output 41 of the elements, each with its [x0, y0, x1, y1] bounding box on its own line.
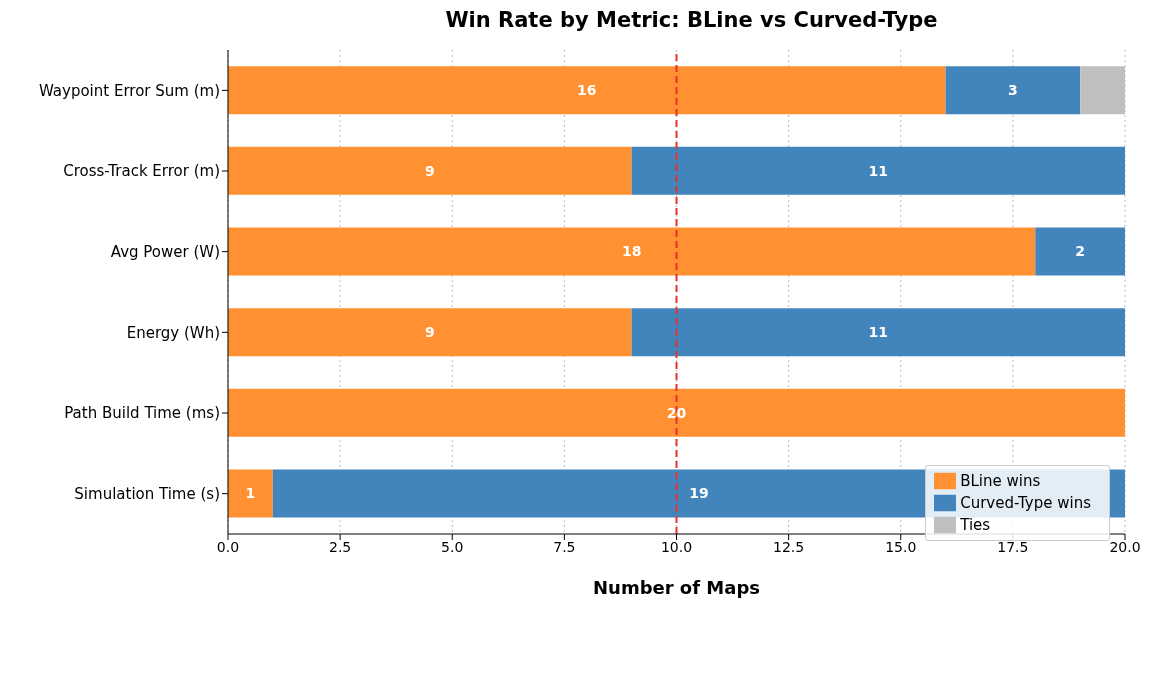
x-tick-label: 5.0 — [441, 538, 464, 555]
data-label: 11 — [868, 162, 889, 179]
data-label: 19 — [689, 485, 709, 502]
x-axis-title: Number of Maps — [593, 577, 760, 598]
y-tick-label: Cross-Track Error (m) — [63, 162, 220, 181]
y-tick-label: Simulation Time (s) — [74, 484, 220, 503]
legend-label: Ties — [960, 515, 991, 534]
bar — [228, 227, 1036, 276]
bar — [228, 146, 632, 195]
bar — [1035, 227, 1125, 276]
data-label: 11 — [868, 324, 889, 341]
x-tick-label: 10.0 — [660, 538, 693, 555]
data-label: 3 — [1008, 82, 1018, 99]
legend-label: BLine wins — [960, 471, 1041, 490]
y-tick-label: Avg Power (W) — [110, 242, 220, 261]
data-label: 16 — [577, 82, 597, 99]
data-label: 9 — [424, 324, 435, 341]
y-tick-label: Path Build Time (ms) — [64, 404, 220, 423]
data-label: 20 — [666, 404, 687, 421]
x-tick-label: 12.5 — [773, 538, 805, 555]
bar — [631, 308, 1125, 357]
x-tick-label: 0.0 — [216, 538, 240, 555]
y-tick-label: Waypoint Error Sum (m) — [38, 81, 220, 100]
bar — [228, 66, 946, 115]
x-tick-label: 17.5 — [997, 538, 1029, 555]
x-tick-label: 20.0 — [1109, 538, 1141, 555]
data-label: 2 — [1075, 243, 1086, 260]
x-tick-label: 7.5 — [553, 538, 576, 555]
data-label: 18 — [621, 243, 642, 260]
data-label: 9 — [424, 162, 435, 179]
bar — [228, 308, 632, 357]
bar — [945, 66, 1081, 115]
bar — [631, 146, 1125, 195]
x-tick-label: 2.5 — [328, 538, 352, 555]
legend-label: Curved-Type wins — [960, 493, 1091, 512]
x-tick-label: 15.0 — [885, 538, 917, 555]
chart-title: Win Rate by Metric: BLine vs Curved-Type — [444, 8, 939, 34]
bar — [228, 388, 1125, 437]
bar — [228, 469, 273, 518]
y-tick-label: Energy (Wh) — [126, 323, 220, 342]
data-label: 1 — [245, 485, 256, 502]
